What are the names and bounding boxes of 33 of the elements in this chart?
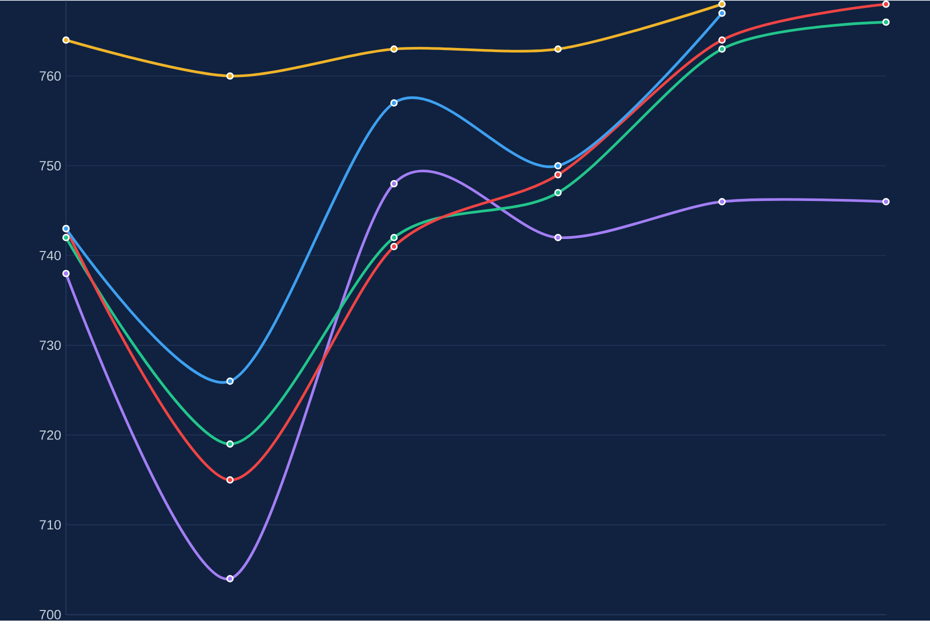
point — [226, 575, 234, 582]
point — [390, 99, 398, 107]
y-tick-label: 740 — [40, 250, 61, 260]
point — [882, 198, 890, 206]
point — [390, 180, 398, 188]
point — [882, 18, 890, 26]
point — [718, 46, 726, 53]
y-tick-label: 750 — [40, 161, 61, 171]
point — [62, 234, 70, 242]
point — [226, 476, 234, 484]
point — [718, 10, 726, 17]
point — [390, 234, 398, 242]
point — [554, 162, 562, 170]
point — [554, 46, 562, 53]
point — [554, 189, 562, 196]
y-tick-label: 760 — [40, 71, 61, 81]
point — [226, 378, 234, 385]
point — [554, 234, 562, 242]
point — [390, 242, 398, 250]
point — [718, 36, 726, 44]
point — [718, 198, 726, 206]
point — [226, 72, 234, 80]
point — [718, 0, 726, 8]
point — [226, 440, 234, 448]
y-tick-label: 710 — [40, 520, 61, 530]
point — [554, 171, 562, 179]
y-tick-label: 700 — [40, 610, 61, 620]
y-tick-label: 720 — [40, 430, 61, 440]
y-tick-label: 730 — [40, 340, 61, 350]
point — [882, 0, 890, 8]
point — [390, 46, 398, 53]
point — [62, 270, 70, 278]
point — [62, 36, 70, 44]
